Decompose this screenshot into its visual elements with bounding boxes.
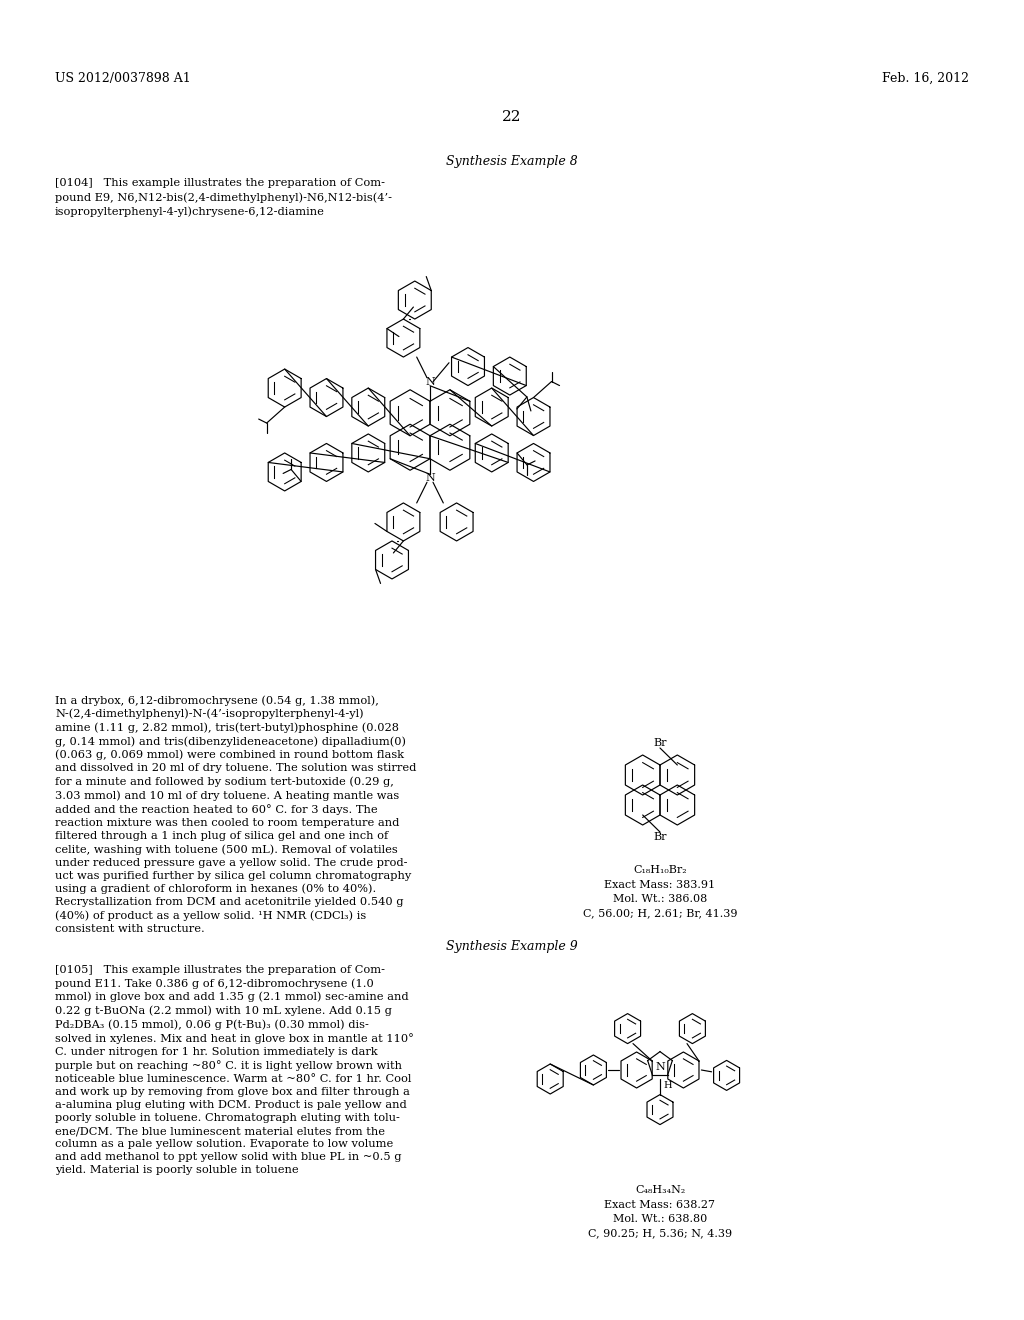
Text: C₄₈H₃₄N₂: C₄₈H₃₄N₂	[635, 1185, 685, 1195]
Text: [0105]   This example illustrates the preparation of Com-
pound E11. Take 0.386 : [0105] This example illustrates the prep…	[55, 965, 414, 1175]
Text: Feb. 16, 2012: Feb. 16, 2012	[882, 73, 969, 84]
Text: pound E9, N6,N12-bis(2,4-dimethylphenyl)-N6,N12-bis(4’-: pound E9, N6,N12-bis(2,4-dimethylphenyl)…	[55, 191, 392, 202]
Text: H: H	[664, 1081, 673, 1090]
Text: Exact Mass: 383.91: Exact Mass: 383.91	[604, 880, 716, 890]
Text: US 2012/0037898 A1: US 2012/0037898 A1	[55, 73, 190, 84]
Text: In a drybox, 6,12-dibromochrysene (0.54 g, 1.38 mmol),
N-(2,4-dimethylphenyl)-N-: In a drybox, 6,12-dibromochrysene (0.54 …	[55, 696, 417, 935]
Text: isopropylterphenyl-4-yl)chrysene-6,12-diamine: isopropylterphenyl-4-yl)chrysene-6,12-di…	[55, 206, 325, 216]
Text: 22: 22	[502, 110, 522, 124]
Text: Br: Br	[653, 738, 667, 748]
Text: C₁₈H₁₀Br₂: C₁₈H₁₀Br₂	[633, 865, 687, 875]
Text: Mol. Wt.: 386.08: Mol. Wt.: 386.08	[613, 894, 708, 904]
Text: Exact Mass: 638.27: Exact Mass: 638.27	[604, 1200, 716, 1210]
Text: Synthesis Example 9: Synthesis Example 9	[446, 940, 578, 953]
Text: Br: Br	[653, 832, 667, 842]
Text: C, 90.25; H, 5.36; N, 4.39: C, 90.25; H, 5.36; N, 4.39	[588, 1228, 732, 1238]
Text: Mol. Wt.: 638.80: Mol. Wt.: 638.80	[613, 1214, 708, 1224]
Text: N: N	[425, 474, 435, 483]
Text: N: N	[425, 376, 435, 387]
Text: C, 56.00; H, 2.61; Br, 41.39: C, 56.00; H, 2.61; Br, 41.39	[583, 908, 737, 917]
Text: Synthesis Example 8: Synthesis Example 8	[446, 154, 578, 168]
Text: [0104]   This example illustrates the preparation of Com-: [0104] This example illustrates the prep…	[55, 178, 385, 187]
Text: N: N	[655, 1063, 665, 1072]
